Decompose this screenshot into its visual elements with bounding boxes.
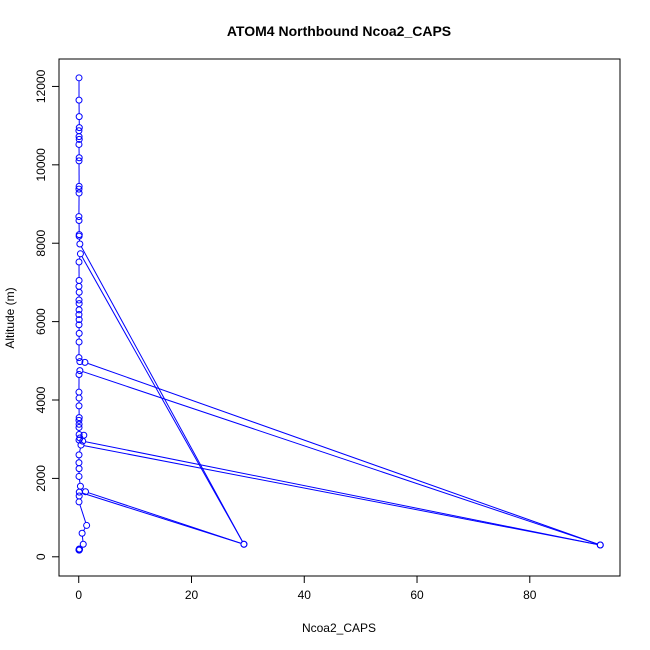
data-point [75,216,83,224]
series-segment [83,527,86,531]
data-point [75,423,83,431]
series-segment [80,246,243,542]
data-point [75,185,83,193]
series-segment [78,479,81,484]
y-tick-label: 4000 [34,386,48,413]
data-point [75,498,83,506]
data-point [78,529,86,537]
data-point [75,276,83,284]
data-point [75,416,83,424]
data-point [75,288,83,296]
data-point [240,540,248,548]
series-segment [81,256,243,542]
data-point [75,232,83,240]
data-point [75,414,83,422]
y-tick-label: 8000 [34,230,48,257]
data-point [75,113,83,121]
data-point [77,441,85,449]
data-point [75,306,83,314]
series-segment [81,536,84,542]
data-point [75,402,83,410]
data-point [75,338,83,346]
series-segment [82,371,598,545]
data-point [75,459,83,467]
data-point [75,472,83,480]
data-point [75,213,83,221]
y-tick-label: 2000 [34,465,48,492]
x-tick-label: 20 [185,588,199,602]
x-tick-label: 80 [523,588,537,602]
data-point [75,296,83,304]
series-segment [82,492,242,544]
data-point [75,431,83,439]
data-point [75,133,83,141]
data-point [76,240,84,248]
series-segment [85,441,598,545]
data-point [83,521,91,529]
data-point [75,488,83,496]
data-point [76,367,84,375]
data-point [81,358,89,366]
series-segment [79,447,81,453]
data-point [79,437,87,445]
x-tick-label: 60 [410,588,424,602]
data-point [75,157,83,165]
data-point [75,154,83,162]
x-axis: 0 20 40 60 80 [75,575,537,602]
data-point [75,189,83,197]
plot-frame [58,58,621,577]
data-point [75,321,83,329]
data-point [596,541,604,549]
data-point [75,492,83,500]
y-tick-label: 12000 [34,69,48,103]
x-tick-label: 40 [298,588,312,602]
series-segment [83,445,598,545]
data-point [76,250,84,258]
data-point [75,371,83,379]
data-point [75,74,83,82]
data-point [75,546,83,554]
data-point [75,329,83,337]
data-point [75,388,83,396]
x-tick-label: 0 [75,588,82,602]
data-point [75,140,83,148]
data-point [79,540,87,548]
data-point [75,311,83,319]
data-point [75,316,83,324]
data-point [76,482,84,490]
y-axis: 0 2000 4000 6000 8000 10000 12000 [34,69,60,560]
data-point [75,465,83,473]
data-point [75,354,83,362]
series-segment [79,504,87,523]
y-axis-label: Altitude (m) [3,287,17,348]
series-segment [87,362,598,545]
data-point [75,300,83,308]
data-point [75,420,83,428]
data-point [75,451,83,459]
x-axis-label: Ncoa2_CAPS [302,621,376,635]
y-tick-label: 6000 [34,308,48,335]
series-layer [75,74,604,554]
data-point [76,545,84,553]
data-point [75,394,83,402]
data-point [75,258,83,266]
data-point [76,358,84,366]
data-point [75,124,83,132]
y-tick-label: 10000 [34,148,48,182]
data-point [75,96,83,104]
y-tick-label: 0 [34,553,48,560]
data-point [75,282,83,290]
chart-title: ATOM4 Northbound Ncoa2_CAPS [227,23,451,39]
data-point [75,135,83,143]
data-point [75,182,83,190]
